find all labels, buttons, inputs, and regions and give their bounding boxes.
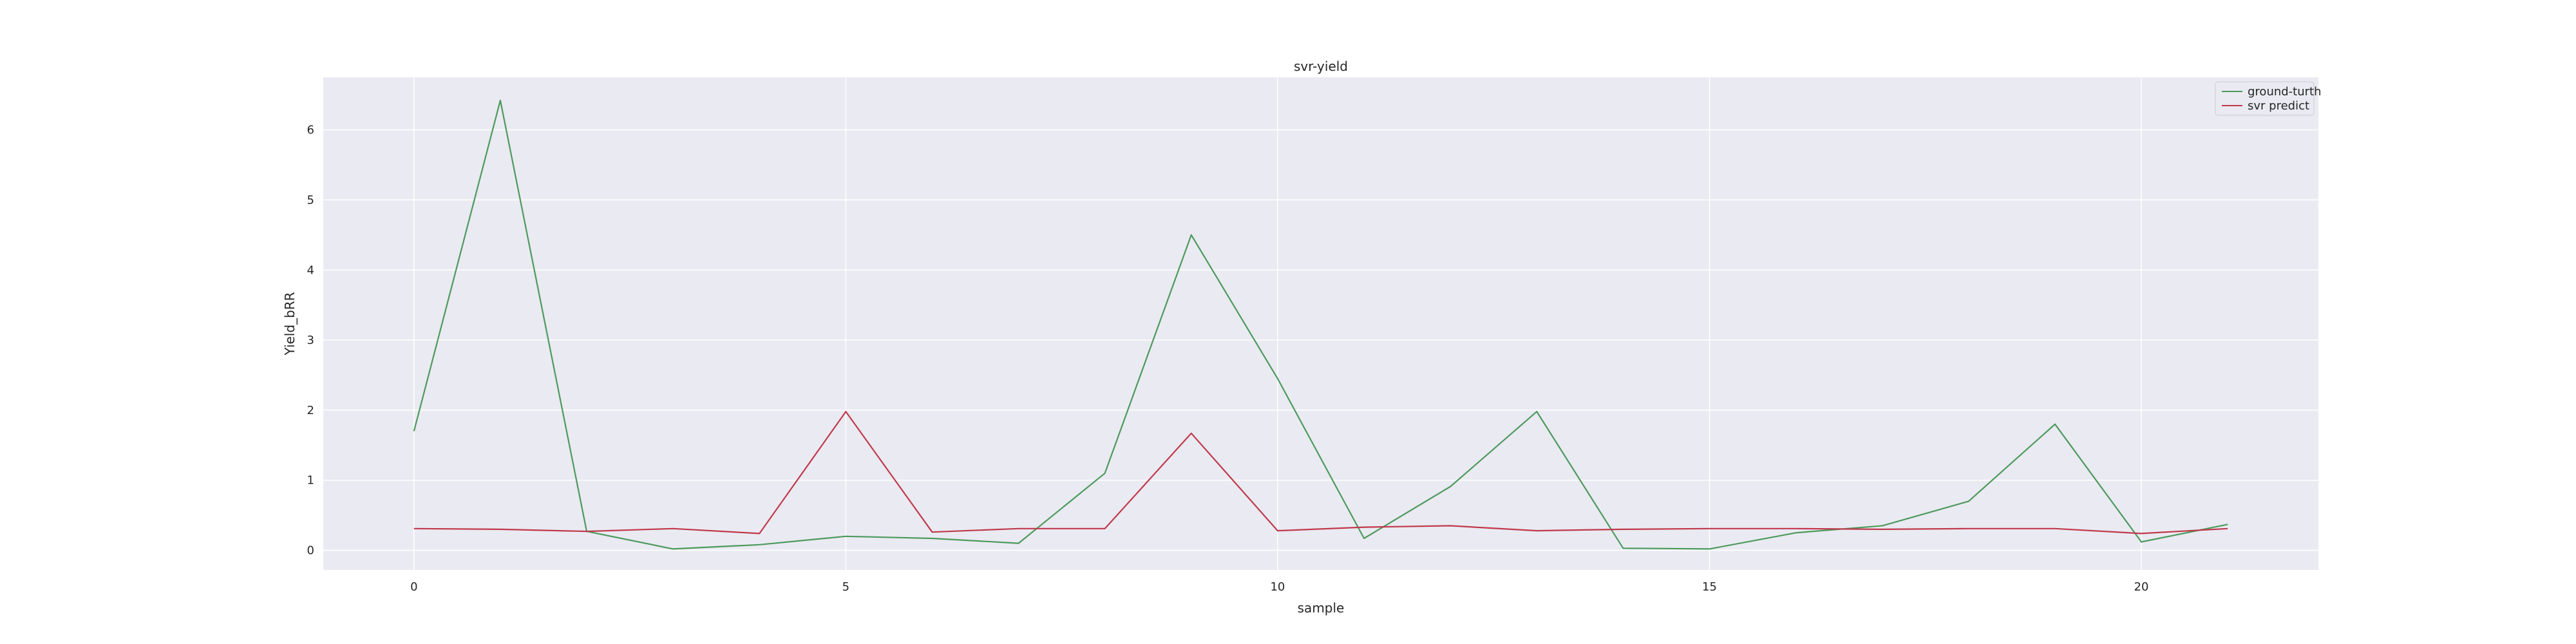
y-tick-label: 5 [307,193,314,207]
y-tick-label: 4 [307,263,314,277]
x-tick-label: 20 [2134,580,2149,594]
x-tick-label: 0 [410,580,417,594]
x-tick-label: 5 [842,580,849,594]
legend-label-svr-predict: svr predict [2248,99,2309,113]
x-tick-label: 15 [1702,580,1717,594]
y-tick-label: 1 [307,474,314,488]
x-tick-label: 10 [1270,580,1285,594]
y-tick-label: 6 [307,124,314,137]
plot-area [323,77,2318,570]
chart-title: svr-yield [1294,59,1348,74]
series-layer [413,99,2228,550]
legend: ground-turth svr predict [2215,81,2322,116]
y-tick-label: 0 [307,544,314,558]
y-axis-label: Yield_bRR [282,292,298,355]
grid-layer [323,77,2318,570]
x-axis-label: sample [1298,600,1345,616]
series-line-svr-predict [413,410,2228,535]
y-tick-label: 2 [307,404,314,417]
series-line-ground-turth [413,99,2228,550]
y-tick-label: 3 [307,334,314,347]
legend-label-ground-turth: ground-turth [2248,85,2322,99]
tick-labels: 0 5 10 15 20 0 1 2 3 4 5 6 [307,124,2149,594]
legend-box [2215,81,2315,116]
